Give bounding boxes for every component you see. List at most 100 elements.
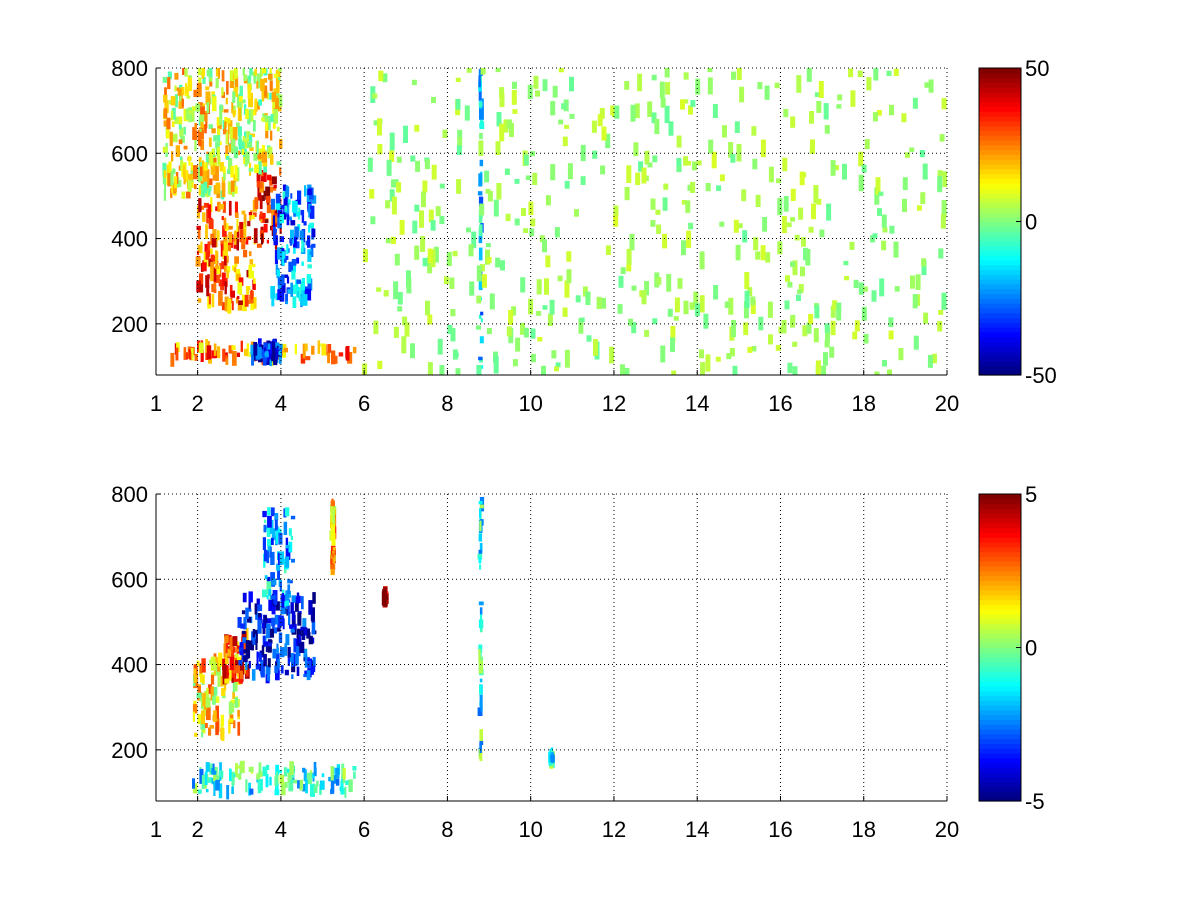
heatmap-cell [211,148,215,156]
heatmap-cell [213,267,217,282]
heatmap-cell [542,305,548,310]
colorbar-swatch [979,317,1021,323]
heatmap-cell [271,578,277,586]
heatmap-cell [806,68,812,82]
heatmap-cell [198,686,201,698]
heatmap-cell [300,626,304,631]
heatmap-cell [210,767,214,774]
heatmap-cell [650,220,656,227]
colorbar-swatch [979,96,1021,103]
colorbar-swatch [979,72,1021,79]
x-tick-label: 6 [358,817,370,842]
heatmap-cell [699,349,704,359]
heatmap-cell [279,214,284,224]
heatmap-cell [662,233,668,249]
heatmap-cell [247,236,252,240]
heatmap-cell [231,771,235,786]
heatmap-cell [168,161,172,172]
heatmap-cell [493,356,499,374]
heatmap-cell [274,249,278,265]
heatmap-cell [263,190,268,197]
heatmap-cell [258,762,262,775]
heatmap-cell [232,193,235,197]
heatmap-cell [234,679,238,692]
heatmap-cell [252,263,256,268]
heatmap-cell [303,627,308,636]
heatmap-cell [693,291,699,307]
heatmap-cell [225,155,230,160]
heatmap-cell [231,783,234,789]
heatmap-cell [163,188,167,201]
heatmap-cell [290,220,296,226]
heatmap-cell [439,183,445,189]
heatmap-cell [905,152,910,158]
heatmap-cell [242,655,248,663]
heatmap-cell [503,119,509,133]
heatmap-cell [249,108,254,122]
heatmap-cell [258,160,262,175]
heatmap-cell [255,639,258,650]
heatmap-cell [211,350,217,359]
heatmap-cell [293,638,296,653]
heatmap-cell [478,209,483,223]
heatmap-cell [705,354,711,372]
heatmap-cell [173,176,178,189]
colorbar-tick-label: 50 [1025,56,1049,81]
heatmap-cell [236,648,240,652]
heatmap-cell [184,68,188,77]
heatmap-cell [330,561,335,569]
heatmap-cell [175,347,179,361]
heatmap-cell [201,658,206,673]
heatmap-cell [248,598,251,611]
heatmap-cell [168,99,173,105]
heatmap-cell [271,528,276,541]
x-tick-label: 16 [768,391,792,416]
heatmap-cell [824,340,830,348]
heatmap-cell [200,349,204,362]
heatmap-cell [216,265,221,275]
heatmap-cell [219,104,223,111]
heatmap-cell [252,629,256,638]
heatmap-cell [270,507,275,516]
heatmap-cell [213,343,217,356]
colorbar-swatch [979,657,1021,663]
heatmap-cell [288,528,292,536]
heatmap-cell [660,345,666,363]
heatmap-cell [696,160,702,166]
heatmap-cell [724,301,730,308]
heatmap-cell [296,628,302,637]
heatmap-cell [183,145,188,150]
heatmap-cell [293,623,297,630]
heatmap-cell [266,618,272,624]
heatmap-cell [253,110,256,116]
heatmap-cell [279,138,283,149]
heatmap-cell [215,265,220,269]
heatmap-cell [889,104,894,116]
heatmap-cell [829,346,835,358]
heatmap-cell [614,105,620,119]
heatmap-cell [270,130,273,141]
heatmap-cell [245,108,249,119]
heatmap-cell [664,68,670,78]
heatmap-cell [685,200,691,213]
heatmap-cell [874,187,880,205]
heatmap-cell [875,177,881,195]
heatmap-cell [291,610,296,621]
heatmap-cell [605,133,611,149]
heatmap-cell [290,779,293,784]
heatmap-cell [287,584,291,595]
y-tick-label: 400 [111,653,148,678]
heatmap-cell [223,352,228,358]
heatmap-cell [238,138,243,146]
heatmap-cell [222,201,226,213]
heatmap-cell [283,197,288,208]
colorbar-swatch [979,599,1021,605]
heatmap-cell [479,564,482,570]
heatmap-cell [243,617,247,630]
heatmap-cell [825,327,830,343]
heatmap-cell [285,255,289,260]
x-tick-label: 14 [685,817,709,842]
colorbar-tick-label: 0 [1025,636,1037,661]
